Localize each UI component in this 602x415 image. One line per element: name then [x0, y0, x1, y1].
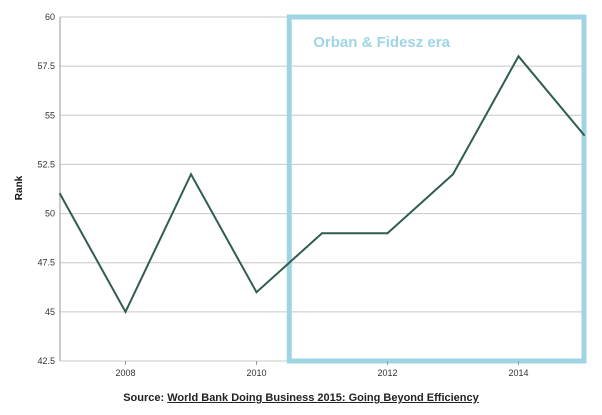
y-tick-label: 57.5: [37, 61, 55, 71]
annotation-box: [286, 14, 587, 364]
gridlines: [60, 16, 584, 362]
series-line: [59, 54, 585, 315]
y-tick-label: 52.5: [37, 159, 55, 169]
data-point: [255, 291, 258, 294]
y-tick-label: 45: [45, 307, 55, 317]
y-tick-label: 42.5: [37, 356, 55, 366]
data-point: [583, 133, 585, 136]
x-tick-label: 2014: [508, 368, 528, 378]
data-point: [59, 192, 61, 195]
data-point: [124, 310, 127, 313]
axes: 60 57.5 55 52.5 50 47.5 45 42.5 2008 2010 2012 2014: [37, 12, 528, 378]
y-tick-label: 55: [45, 110, 55, 120]
data-point: [190, 173, 192, 176]
annotation-label: Orban & Fidesz era: [313, 34, 450, 51]
y-tick-label: 47.5: [37, 258, 55, 268]
series-layer: [59, 54, 585, 315]
source-caption: Source: World Bank Doing Business 2015: …: [0, 392, 602, 404]
x-tick-label: 2010: [246, 368, 266, 378]
x-tick-label: 2012: [377, 368, 397, 378]
data-point: [452, 173, 454, 176]
data-point: [517, 55, 520, 58]
y-tick-label: 50: [45, 209, 55, 219]
x-tick-label: 2008: [115, 368, 135, 378]
y-axis-label: Rank: [14, 175, 25, 200]
source-prefix: Source:: [123, 392, 168, 404]
source-link[interactable]: World Bank Doing Business 2015: Going Be…: [167, 392, 479, 404]
data-point: [321, 232, 323, 235]
annotation-region: Orban & Fidesz era: [286, 14, 587, 364]
line-chart: Orban & Fidesz era 60 57.5 55 52.5 50 47.5 45 4…: [14, 12, 587, 378]
y-tick-label: 60: [45, 12, 55, 22]
data-point: [386, 232, 389, 235]
